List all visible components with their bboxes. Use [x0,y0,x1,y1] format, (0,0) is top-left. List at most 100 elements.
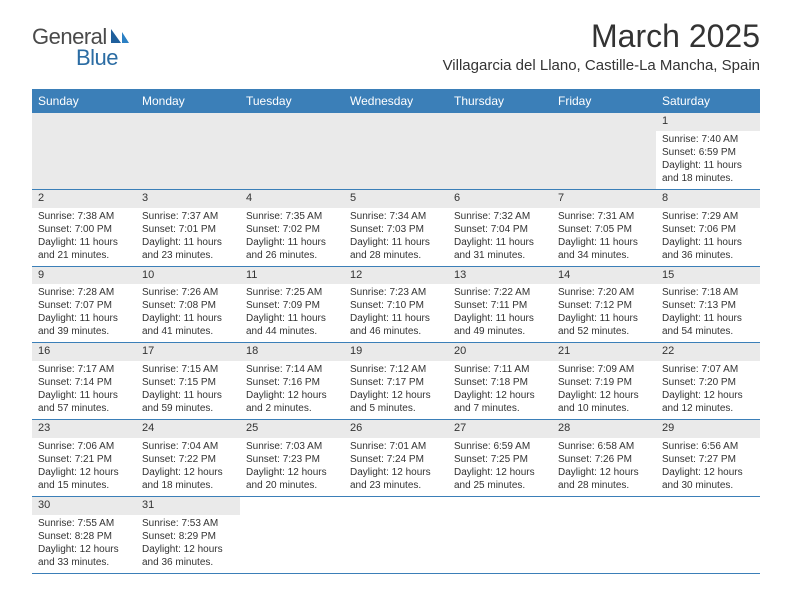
sunrise-line: Sunrise: 6:58 AM [558,440,650,453]
day-number: 7 [552,190,656,208]
calendar-cell: 17Sunrise: 7:15 AMSunset: 7:15 PMDayligh… [136,343,240,419]
daylight-line: Daylight: 11 hours and 54 minutes. [662,312,754,338]
day-number: 23 [32,420,136,438]
day-header: Sunday [32,90,136,113]
daylight-line: Daylight: 11 hours and 57 minutes. [38,389,130,415]
sunrise-line: Sunrise: 7:35 AM [246,210,338,223]
cell-body: Sunrise: 7:55 AMSunset: 8:28 PMDaylight:… [32,515,136,573]
day-number: 2 [32,190,136,208]
day-number: 3 [136,190,240,208]
sunrise-line: Sunrise: 7:18 AM [662,286,754,299]
day-number: 11 [240,267,344,285]
daylight-line: Daylight: 12 hours and 30 minutes. [662,466,754,492]
sunset-line: Sunset: 7:00 PM [38,223,130,236]
day-header: Friday [552,90,656,113]
logo-text: General Blue [32,24,131,77]
empty-cell [344,497,448,573]
cell-body: Sunrise: 7:03 AMSunset: 7:23 PMDaylight:… [240,438,344,496]
day-header-row: Sunday Monday Tuesday Wednesday Thursday… [32,90,760,113]
day-number: 10 [136,267,240,285]
calendar: Sunday Monday Tuesday Wednesday Thursday… [32,89,760,574]
cell-body: Sunrise: 7:18 AMSunset: 7:13 PMDaylight:… [656,284,760,342]
calendar-cell: 18Sunrise: 7:14 AMSunset: 7:16 PMDayligh… [240,343,344,419]
sunrise-line: Sunrise: 7:15 AM [142,363,234,376]
day-number: 13 [448,267,552,285]
calendar-week: 30Sunrise: 7:55 AMSunset: 8:28 PMDayligh… [32,497,760,574]
sunrise-line: Sunrise: 7:40 AM [662,133,754,146]
calendar-cell: 21Sunrise: 7:09 AMSunset: 7:19 PMDayligh… [552,343,656,419]
sunset-line: Sunset: 7:09 PM [246,299,338,312]
daylight-line: Daylight: 11 hours and 18 minutes. [662,159,754,185]
sunset-line: Sunset: 6:59 PM [662,146,754,159]
cell-body: Sunrise: 7:26 AMSunset: 7:08 PMDaylight:… [136,284,240,342]
daylight-line: Daylight: 11 hours and 44 minutes. [246,312,338,338]
day-number: 17 [136,343,240,361]
cell-body: Sunrise: 7:35 AMSunset: 7:02 PMDaylight:… [240,208,344,266]
logo-word-2: Blue [76,45,118,70]
sunrise-line: Sunrise: 7:22 AM [454,286,546,299]
daylight-line: Daylight: 11 hours and 36 minutes. [662,236,754,262]
sunrise-line: Sunrise: 7:07 AM [662,363,754,376]
calendar-cell: 16Sunrise: 7:17 AMSunset: 7:14 PMDayligh… [32,343,136,419]
sunrise-line: Sunrise: 7:26 AM [142,286,234,299]
cell-body: Sunrise: 7:37 AMSunset: 7:01 PMDaylight:… [136,208,240,266]
sunset-line: Sunset: 7:27 PM [662,453,754,466]
empty-cell [656,497,760,573]
sunset-line: Sunset: 7:19 PM [558,376,650,389]
day-header: Tuesday [240,90,344,113]
calendar-cell: 23Sunrise: 7:06 AMSunset: 7:21 PMDayligh… [32,420,136,496]
sunset-line: Sunset: 7:23 PM [246,453,338,466]
daylight-line: Daylight: 12 hours and 25 minutes. [454,466,546,492]
sunset-line: Sunset: 7:04 PM [454,223,546,236]
calendar-cell: 29Sunrise: 6:56 AMSunset: 7:27 PMDayligh… [656,420,760,496]
calendar-cell: 27Sunrise: 6:59 AMSunset: 7:25 PMDayligh… [448,420,552,496]
calendar-week: 2Sunrise: 7:38 AMSunset: 7:00 PMDaylight… [32,190,760,267]
sunrise-line: Sunrise: 7:29 AM [662,210,754,223]
sunset-line: Sunset: 8:28 PM [38,530,130,543]
cell-body: Sunrise: 7:32 AMSunset: 7:04 PMDaylight:… [448,208,552,266]
daylight-line: Daylight: 11 hours and 39 minutes. [38,312,130,338]
day-number: 4 [240,190,344,208]
empty-cell [552,497,656,573]
cell-body: Sunrise: 7:25 AMSunset: 7:09 PMDaylight:… [240,284,344,342]
sunset-line: Sunset: 7:07 PM [38,299,130,312]
cell-body: Sunrise: 7:04 AMSunset: 7:22 PMDaylight:… [136,438,240,496]
sunset-line: Sunset: 7:16 PM [246,376,338,389]
daylight-line: Daylight: 11 hours and 31 minutes. [454,236,546,262]
daylight-line: Daylight: 11 hours and 26 minutes. [246,236,338,262]
cell-body: Sunrise: 7:34 AMSunset: 7:03 PMDaylight:… [344,208,448,266]
day-number: 21 [552,343,656,361]
cell-body: Sunrise: 7:15 AMSunset: 7:15 PMDaylight:… [136,361,240,419]
day-number: 29 [656,420,760,438]
calendar-cell: 5Sunrise: 7:34 AMSunset: 7:03 PMDaylight… [344,190,448,266]
cell-body: Sunrise: 7:29 AMSunset: 7:06 PMDaylight:… [656,208,760,266]
day-number: 16 [32,343,136,361]
empty-cell [32,113,656,189]
daylight-line: Daylight: 12 hours and 36 minutes. [142,543,234,569]
day-header: Wednesday [344,90,448,113]
sunrise-line: Sunrise: 7:34 AM [350,210,442,223]
sunrise-line: Sunrise: 7:55 AM [38,517,130,530]
daylight-line: Daylight: 12 hours and 28 minutes. [558,466,650,492]
sunset-line: Sunset: 7:26 PM [558,453,650,466]
day-number: 9 [32,267,136,285]
sunset-line: Sunset: 7:12 PM [558,299,650,312]
sunset-line: Sunset: 8:29 PM [142,530,234,543]
cell-body: Sunrise: 6:56 AMSunset: 7:27 PMDaylight:… [656,438,760,496]
sunrise-line: Sunrise: 7:11 AM [454,363,546,376]
calendar-cell: 28Sunrise: 6:58 AMSunset: 7:26 PMDayligh… [552,420,656,496]
sunrise-line: Sunrise: 7:12 AM [350,363,442,376]
sunset-line: Sunset: 7:14 PM [38,376,130,389]
daylight-line: Daylight: 11 hours and 52 minutes. [558,312,650,338]
sunset-line: Sunset: 7:25 PM [454,453,546,466]
sunrise-line: Sunrise: 7:23 AM [350,286,442,299]
month-title: March 2025 [443,18,760,55]
sunrise-line: Sunrise: 7:04 AM [142,440,234,453]
sunrise-line: Sunrise: 6:56 AM [662,440,754,453]
cell-body: Sunrise: 7:11 AMSunset: 7:18 PMDaylight:… [448,361,552,419]
sunset-line: Sunset: 7:18 PM [454,376,546,389]
location-text: Villagarcia del Llano, Castille-La Manch… [443,57,760,74]
daylight-line: Daylight: 12 hours and 5 minutes. [350,389,442,415]
daylight-line: Daylight: 12 hours and 33 minutes. [38,543,130,569]
day-number: 18 [240,343,344,361]
